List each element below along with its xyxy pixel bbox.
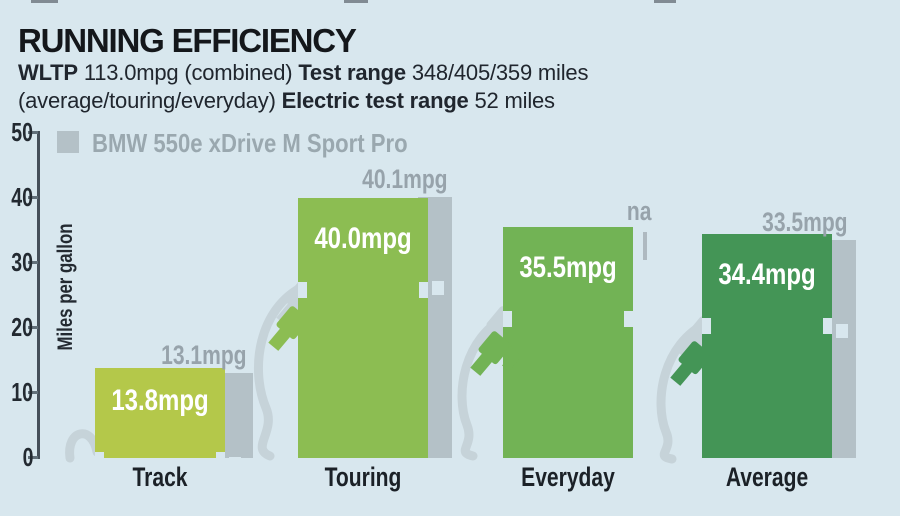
pump-holster-notch [229,456,241,458]
bar-average: 34.4mpg [702,234,832,458]
pump-holster-notch [419,282,428,298]
category-label-touring: Touring [324,462,402,492]
subtitle-line-2: (average/touring/everyday) Electric test… [18,88,555,114]
no-data-tick [643,232,647,260]
y-tick-label: 40 [11,182,33,212]
pump-holster-notch [702,318,711,335]
y-tick [28,196,38,199]
y-tick-label: 10 [11,377,33,407]
electric-range-value: 52 miles [474,88,556,113]
y-tick-label: 30 [11,247,33,277]
range-note: (average/touring/everyday) [18,88,276,113]
hose-everyday [457,310,514,461]
bar-value-average: 34.4mpg [718,258,816,292]
pump-holster-notch [95,452,104,458]
cropped-text-remnant [344,0,368,3]
bar-touring: 40.0mpg [298,198,428,458]
test-range-value: 348/405/359 miles [411,60,589,85]
comparison-label-touring: 40.1mpg [362,164,448,195]
comparison-label-track: 13.1mpg [161,339,247,370]
legend-swatch-icon [57,131,79,153]
y-tick [28,261,38,264]
category-label-average: Average [725,462,809,492]
y-axis-line [37,131,40,459]
cropped-text-remnant [654,0,676,3]
electric-range-label: Electric test range [281,88,469,113]
bar-value-touring: 40.0mpg [314,222,412,255]
pump-holster-notch [298,282,307,298]
comparison-label-average: 33.5mpg [762,207,848,238]
y-tick [28,391,38,394]
bar-track: 13.8mpg [95,368,225,458]
hose-average [656,317,713,464]
y-tick-label: 20 [11,312,33,342]
y-tick-label: 50 [11,117,33,147]
bar-value-everyday: 35.5mpg [519,251,617,285]
category-label-track: Track [132,462,188,492]
hose-track [65,429,102,463]
y-tick-label: 0 [22,442,33,472]
pump-holster-notch [432,281,444,296]
cropped-text-remnant [31,0,58,3]
bar-everyday: 35.5mpg [503,227,633,458]
pump-holster-notch [503,311,512,328]
test-range-label: Test range [298,60,406,85]
page-title: RUNNING EFFICIENCY [18,22,357,59]
y-axis-title: Miles per gallon [54,223,77,351]
wltp-value: 113.0mpg (combined) [83,60,293,85]
subtitle-line-1: WLTP 113.0mpg (combined) Test range 348/… [18,60,588,86]
pump-holster-notch [216,452,225,458]
y-tick [28,131,38,134]
pump-holster-notch [836,324,848,339]
wltp-label: WLTP [18,60,78,85]
category-label-everyday: Everyday [521,462,615,492]
y-tick [28,456,38,459]
pump-holster-notch [823,318,832,335]
pump-holster-notch [624,311,633,328]
bar-value-track: 13.8mpg [111,384,209,418]
comparison-label-everyday: na [627,196,652,226]
legend-label: BMW 550e xDrive M Sport Pro [92,128,408,158]
y-tick [28,326,38,329]
